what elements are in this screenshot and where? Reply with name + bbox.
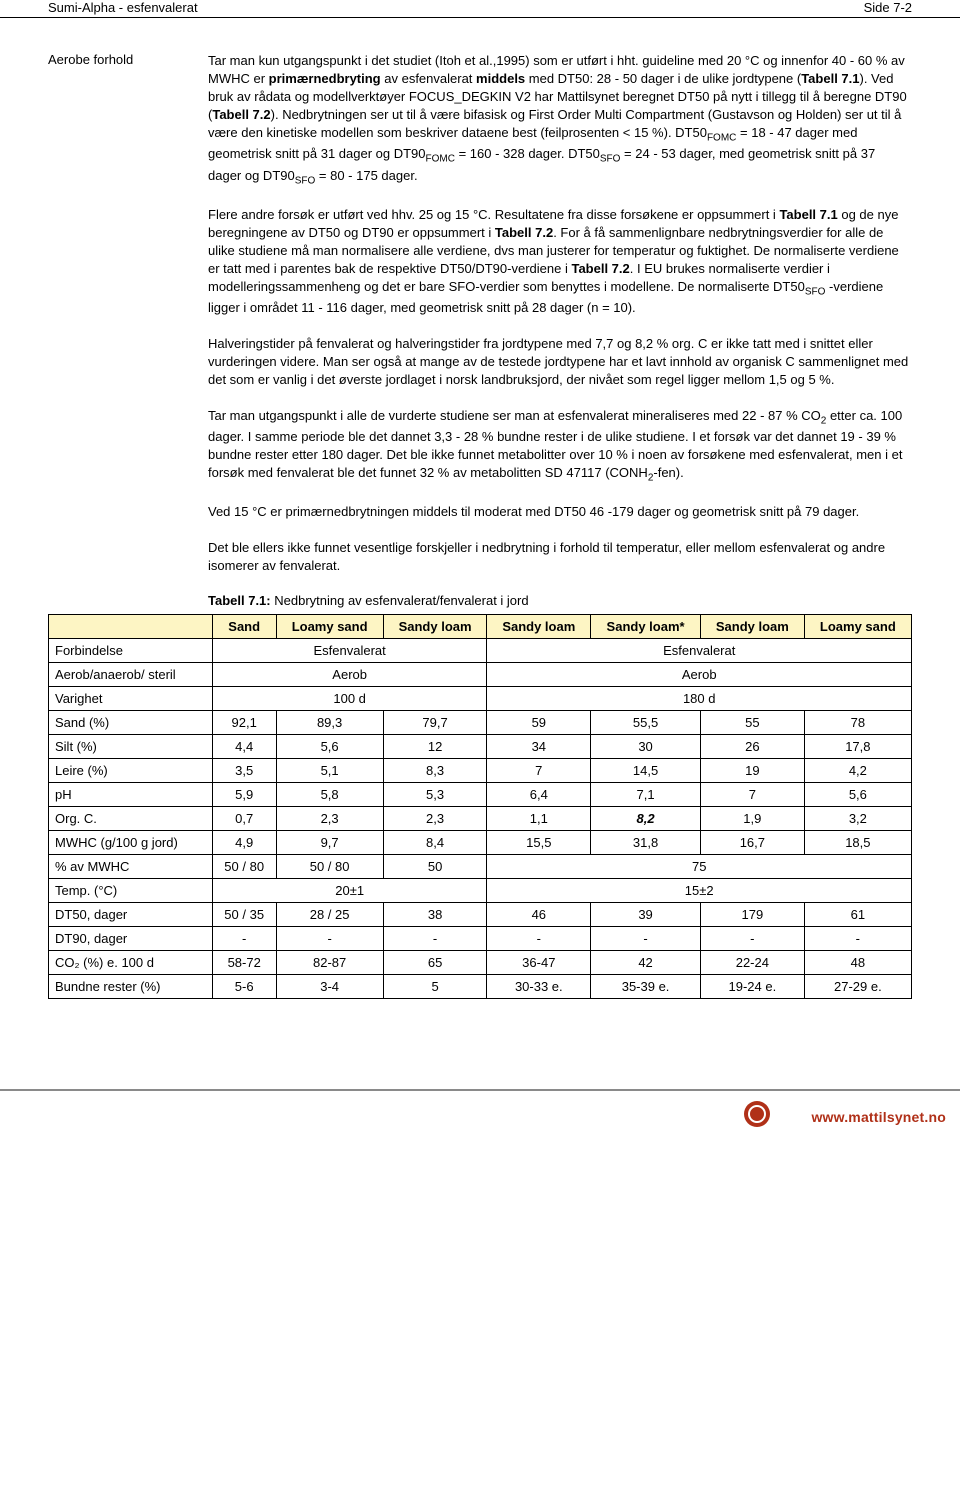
page-footer: www.mattilsynet.no <box>0 1089 960 1131</box>
row-dt50: DT50, dager 50 / 35 28 / 25 38 46 39 179… <box>49 903 912 927</box>
table-71: Sand Loamy sand Sandy loam Sandy loam Sa… <box>48 614 912 999</box>
footer-url: www.mattilsynet.no <box>811 1109 946 1125</box>
col-h: Sandy loam <box>487 615 591 639</box>
col-h: Sand <box>212 615 276 639</box>
row-bundne: Bundne rester (%) 5-6 3-4 5 30-33 e. 35-… <box>49 975 912 999</box>
paragraph-6: Det ble ellers ikke funnet vesentlige fo… <box>208 539 912 575</box>
row-orgc: Org. C. 0,7 2,3 2,3 1,1 8,2 1,9 3,2 <box>49 807 912 831</box>
row-ph: pH 5,9 5,8 5,3 6,4 7,1 7 5,6 <box>49 783 912 807</box>
paragraph-5: Ved 15 °C er primærnedbrytningen middels… <box>208 503 912 521</box>
header-blank <box>49 615 213 639</box>
row-aerob: Aerob/anaerob/ steril Aerob Aerob <box>49 663 912 687</box>
row-co2: CO₂ (%) e. 100 d 58-72 82-87 65 36-47 42… <box>49 951 912 975</box>
table-caption: Tabell 7.1: Nedbrytning av esfenvalerat/… <box>208 593 912 608</box>
row-temp: Temp. (°C) 20±1 15±2 <box>49 879 912 903</box>
row-forbindelse: Forbindelse Esfenvalerat Esfenvalerat <box>49 639 912 663</box>
col-h: Loamy sand <box>804 615 911 639</box>
header-right: Side 7-2 <box>864 0 912 15</box>
paragraph-3: Halveringstider på fenvalerat og halveri… <box>208 335 912 389</box>
col-h: Sandy loam* <box>591 615 701 639</box>
paragraph-1: Tar man kun utgangspunkt i det studiet (… <box>208 52 912 188</box>
paragraph-2: Flere andre forsøk er utført ved hhv. 25… <box>208 206 912 317</box>
page-header: Sumi-Alpha - esfenvalerat Side 7-2 <box>0 0 960 18</box>
paragraph-4: Tar man utgangspunkt i alle de vurderte … <box>208 407 912 486</box>
col-h: Sandy loam <box>700 615 804 639</box>
row-leire: Leire (%) 3,5 5,1 8,3 7 14,5 19 4,2 <box>49 759 912 783</box>
mattilsynet-logo-icon <box>744 1101 770 1127</box>
row-dt90: DT90, dager - - - - - - - <box>49 927 912 951</box>
row-mwhc-g: MWHC (g/100 g jord) 4,9 9,7 8,4 15,5 31,… <box>49 831 912 855</box>
col-h: Sandy loam <box>383 615 487 639</box>
table-header-row: Sand Loamy sand Sandy loam Sandy loam Sa… <box>49 615 912 639</box>
row-mwhc-pct: % av MWHC 50 / 80 50 / 80 50 75 <box>49 855 912 879</box>
page-body: Aerobe forhold Tar man kun utgangspunkt … <box>0 18 960 1059</box>
row-varighet: Varighet 100 d 180 d <box>49 687 912 711</box>
row-silt: Silt (%) 4,4 5,6 12 34 30 26 17,8 <box>49 735 912 759</box>
row-sand: Sand (%) 92,1 89,3 79,7 59 55,5 55 78 <box>49 711 912 735</box>
col-h: Loamy sand <box>276 615 383 639</box>
body-text: Tar man kun utgangspunkt i det studiet (… <box>208 24 912 608</box>
header-left: Sumi-Alpha - esfenvalerat <box>48 0 198 15</box>
section-label: Aerobe forhold <box>48 24 158 67</box>
